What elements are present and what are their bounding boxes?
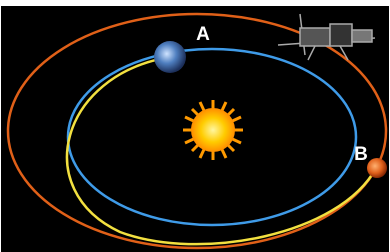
label-a: A: [196, 24, 210, 45]
page: A B (() => { const data = JSON.parse(doc…: [0, 0, 390, 252]
label-b: B: [354, 144, 368, 165]
mars: [367, 158, 387, 178]
orbit-diagram: A B: [0, 0, 390, 252]
sun: [183, 100, 243, 160]
earth: [154, 41, 186, 73]
